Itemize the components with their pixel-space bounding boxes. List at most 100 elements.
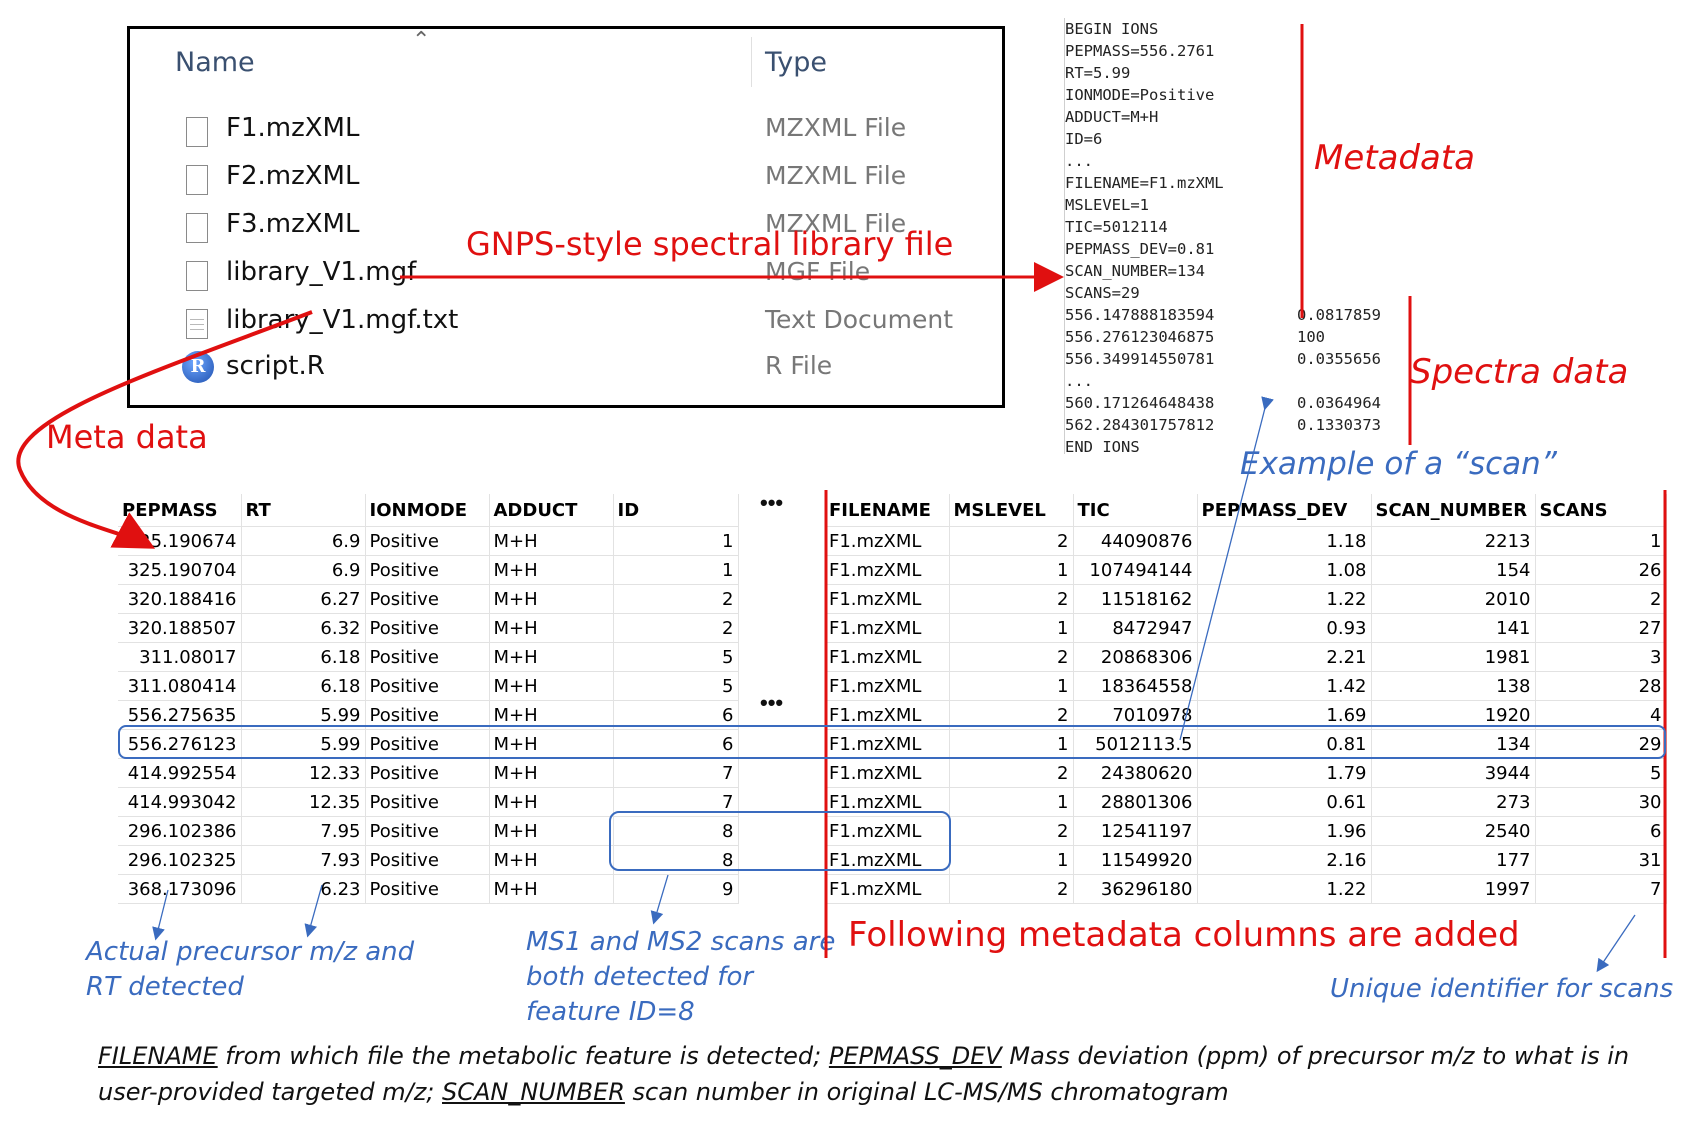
table-cell: Positive (365, 671, 490, 701)
table-cell: 20868306 (1073, 642, 1198, 672)
table-cell: 3 (1535, 642, 1667, 672)
table-row: 311.080414 6.18 Positive M+H 5 (118, 671, 739, 701)
table-cell: Positive (365, 526, 490, 556)
table-cell: 2 (613, 584, 739, 614)
table-cell: Positive (365, 874, 490, 904)
ellipsis-middle: ••• (760, 690, 784, 715)
sort-chevron-up-icon: ⌃ (412, 27, 431, 52)
precursor-note: Actual precursor m/z and RT detected (86, 935, 414, 1005)
table-row: 296.102386 7.95 Positive M+H 8 (118, 816, 739, 846)
table-cell: 273 (1371, 787, 1536, 817)
file-type: MZXML File (765, 209, 907, 238)
column-separator[interactable] (751, 37, 752, 87)
table-cell: F1.mzXML (825, 526, 950, 556)
ellipsis-top: ••• (760, 490, 784, 515)
table-cell: 28 (1535, 671, 1667, 701)
following-columns-label: Following metadata columns are added (848, 915, 1520, 955)
table-cell: 12541197 (1073, 816, 1198, 846)
peak-mz: 556.276123046875 (1065, 328, 1215, 346)
table-cell: 0.93 (1197, 613, 1372, 643)
file-name: F3.mzXML (226, 209, 360, 239)
table-cell: 18364558 (1073, 671, 1198, 701)
file-row[interactable]: F2.mzXML MZXML File (130, 161, 990, 207)
table-cell: 1.22 (1197, 584, 1372, 614)
table-cell: 320.188507 (118, 613, 242, 643)
table-cell: 5 (613, 642, 739, 672)
table-header: TIC (1073, 494, 1198, 527)
precursor-pointer-1 (152, 889, 169, 941)
table-cell: M+H (489, 787, 614, 817)
peak-mz: 556.147888183594 (1065, 306, 1215, 324)
mgf-peak-line: 556.276123046875 100 (1065, 326, 1325, 348)
table-cell: Positive (365, 729, 490, 759)
table-cell: 1981 (1371, 642, 1536, 672)
table-cell: 7.95 (241, 816, 366, 846)
caption-text-2: Mass deviation (ppm) of precursor m/z to… (98, 1042, 1630, 1106)
table-row: F1.mzXML 2 44090876 1.18 2213 1 (825, 526, 1667, 556)
table-cell: 311.08017 (118, 642, 242, 672)
table-cell: 12.35 (241, 787, 366, 817)
table-cell: 1 (613, 526, 739, 556)
table-cell: M+H (489, 613, 614, 643)
file-icon (186, 261, 208, 291)
table-cell: 5 (613, 671, 739, 701)
peak-intensity: 0.0355656 (1297, 350, 1381, 368)
file-row[interactable]: F1.mzXML MZXML File (130, 113, 990, 159)
table-cell: 2 (949, 584, 1074, 614)
meta-data-label: Meta data (46, 418, 208, 456)
table-row: 320.188416 6.27 Positive M+H 2 (118, 584, 739, 614)
caption-term-scan-number: SCAN_NUMBER (442, 1078, 625, 1106)
column-header-name[interactable]: Name (175, 47, 255, 78)
table-cell: 2 (613, 613, 739, 643)
table-cell: F1.mzXML (825, 758, 950, 788)
mgf-peak-line: ... (1065, 370, 1224, 392)
table-row: 556.276123 5.99 Positive M+H 6 (118, 729, 739, 759)
table-cell: 31 (1535, 845, 1667, 875)
table-cell: 5.99 (241, 729, 366, 759)
table-cell: 36296180 (1073, 874, 1198, 904)
table-row: F1.mzXML 1 8472947 0.93 141 27 (825, 613, 1667, 643)
table-cell: 2 (949, 526, 1074, 556)
table-cell: 1.79 (1197, 758, 1372, 788)
table-cell: 2.16 (1197, 845, 1372, 875)
ms1-ms2-note-line-1: MS1 and MS2 scans are (526, 927, 836, 957)
column-header-type[interactable]: Type (765, 47, 828, 78)
table-cell: 1997 (1371, 874, 1536, 904)
table-cell: 2 (949, 874, 1074, 904)
table-cell: M+H (489, 758, 614, 788)
table-cell: 11518162 (1073, 584, 1198, 614)
mgf-peak-line: 560.171264648438 0.0364964 (1065, 392, 1381, 414)
file-type: Text Document (765, 305, 954, 334)
table-cell: F1.mzXML (825, 671, 950, 701)
table-cell: Positive (365, 816, 490, 846)
file-name: library_V1.mgf (226, 257, 417, 287)
table-cell: 6.9 (241, 555, 366, 585)
file-name: script.R (226, 351, 325, 381)
table-cell: 12.33 (241, 758, 366, 788)
table-cell: 368.173096 (118, 874, 242, 904)
ms1-ms2-pointer (650, 874, 669, 925)
gnps-label: GNPS-style spectral library file (466, 225, 954, 263)
table-cell: 2 (949, 758, 1074, 788)
table-cell: 0.81 (1197, 729, 1372, 759)
table-cell: M+H (489, 729, 614, 759)
file-icon (186, 213, 208, 243)
table-row: 325.190704 6.9 Positive M+H 1 (118, 555, 739, 585)
table-cell: F1.mzXML (825, 613, 950, 643)
file-icon (186, 165, 208, 195)
file-name: F2.mzXML (226, 161, 360, 191)
file-row[interactable]: library_V1.mgf MGF File (130, 257, 990, 303)
mgf-metadata-line: TIC=5012114 (1065, 218, 1168, 236)
peak-intensity: 0.0817859 (1297, 306, 1381, 324)
file-explorer-panel: Name ⌃ Type F1.mzXML MZXML File F2.mzXML MZ… (127, 26, 1005, 408)
peak-intensity: 0.0364964 (1297, 394, 1381, 412)
file-row[interactable]: F3.mzXML MZXML File (130, 209, 990, 255)
mgf-text-border (1064, 18, 1065, 454)
table-row: 320.188507 6.32 Positive M+H 2 (118, 613, 739, 643)
table-cell: Positive (365, 584, 490, 614)
table-row: F1.mzXML 2 11518162 1.22 2010 2 (825, 584, 1667, 614)
precursor-note-line-1: Actual precursor m/z and (86, 937, 415, 967)
table-cell: 107494144 (1073, 555, 1198, 585)
caption-text-1: from which file the metabolic feature is… (217, 1042, 829, 1070)
